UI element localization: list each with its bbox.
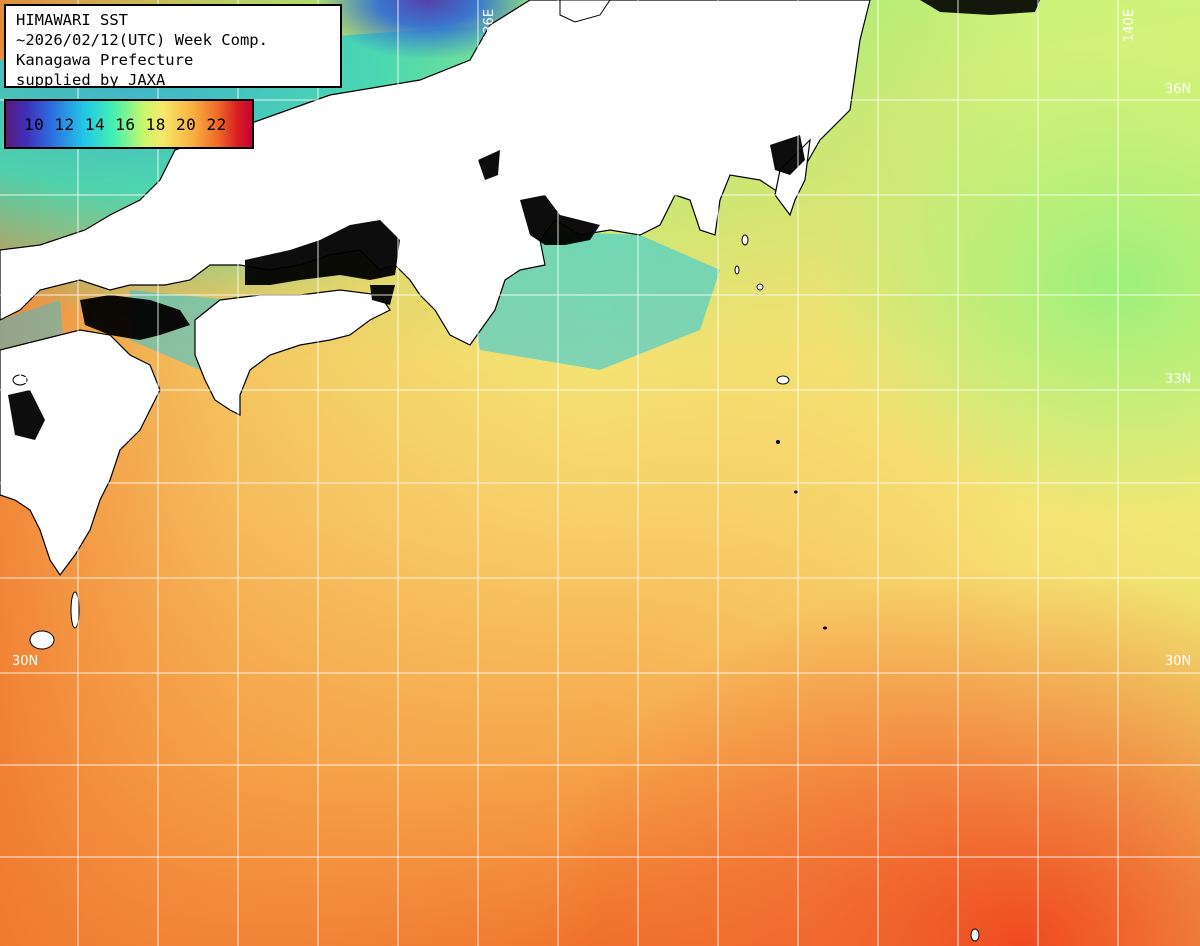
lat-label-36n: 36N — [1165, 82, 1192, 97]
legend-label: 12 — [54, 115, 75, 134]
legend-label: 22 — [206, 115, 227, 134]
lat-label-33-left: 33 — [14, 372, 31, 387]
legend-labels: 10 12 14 16 18 20 22 — [24, 115, 227, 134]
legend-label: 14 — [84, 115, 106, 134]
title-line-1: HIMAWARI SST — [16, 11, 128, 29]
lon-label-140e: 140E — [1122, 8, 1137, 42]
title-line-4: supplied by JAXA — [16, 71, 166, 89]
legend-label: 10 — [24, 115, 45, 134]
land-shikoku — [194, 289, 391, 416]
lat-label-30n-left: 30N — [12, 654, 39, 669]
temperature-legend: 10 12 14 16 18 20 22 — [4, 99, 254, 149]
lat-label-33n: 33N — [1165, 372, 1192, 387]
land-kyushu — [0, 329, 161, 577]
legend-label: 18 — [145, 115, 166, 134]
title-line-3: Kanagawa Prefecture — [16, 51, 194, 69]
legend-label: 16 — [115, 115, 136, 134]
title-line-2: ~2026/02/12(UTC) Week Comp. — [16, 31, 268, 49]
lon-label-136e: 136E — [482, 8, 497, 42]
lat-label-30n-right: 30N — [1165, 654, 1192, 669]
info-box: HIMAWARI SST ~2026/02/12(UTC) Week Comp.… — [4, 4, 342, 89]
legend-label: 20 — [176, 115, 197, 134]
